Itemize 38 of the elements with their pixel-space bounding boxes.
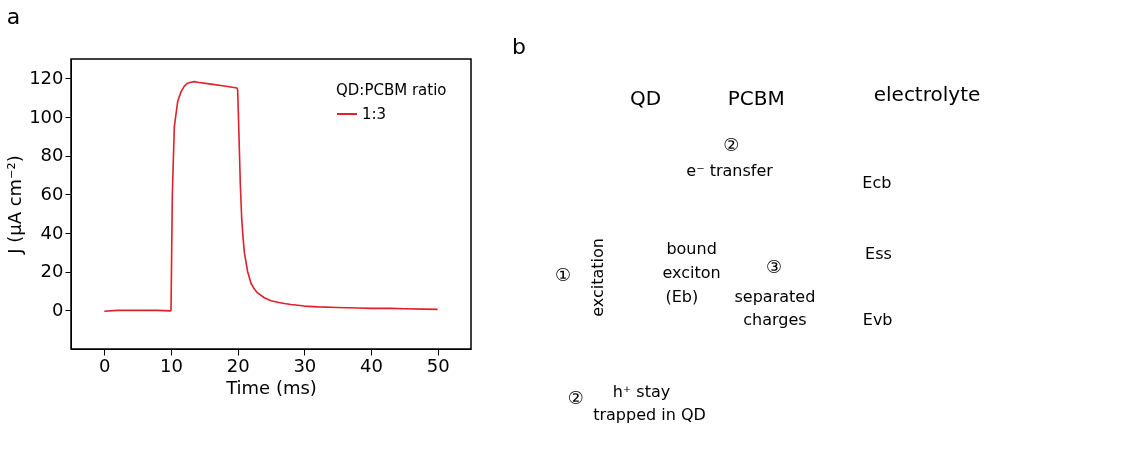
y-tick-label: 100 [29,105,64,127]
x-axis-title: Time (ms) [225,376,317,398]
text: Evb [862,310,893,330]
y-tick-label: 120 [29,66,64,88]
x-tick-label: 50 [426,354,450,376]
text: ① [554,263,572,285]
text: b [512,34,526,59]
text: excitation [587,238,607,317]
y-axis-title: J (µA cm⁻²) [4,155,26,255]
legend-title: QD:PCBM ratio [336,81,447,99]
x-tick-label: 40 [360,354,383,376]
x-tick-label: 30 [293,354,317,376]
text: (Eb) [665,287,699,307]
text: Ess [865,244,892,264]
y-tick-label: 80 [40,144,64,166]
text: trapped in QD [593,404,706,424]
text: electrolyte [873,82,981,107]
text: Ecb [862,172,892,192]
text: QD [629,85,662,110]
y-tick-label: 40 [40,221,64,243]
y-tick-label: 0 [52,298,64,320]
text: bound [666,238,717,258]
text: h⁺ stay [612,381,671,401]
y-tick-label: 60 [40,182,64,204]
chart-title: a [6,4,21,29]
x-tick-label: 0 [99,354,111,376]
text: exciton [662,263,721,283]
text: charges [743,310,807,330]
text: ② [723,134,740,156]
x-tick-label: 10 [160,354,183,376]
x-tick-label: 20 [226,354,250,376]
text: ② [567,386,584,408]
legend-label: 1:3 [362,105,387,123]
text: separated [734,287,816,307]
text: e⁻ transfer [686,161,774,181]
text: ③ [766,256,783,278]
y-tick-label: 20 [40,260,64,282]
text: PCBM [727,85,785,110]
